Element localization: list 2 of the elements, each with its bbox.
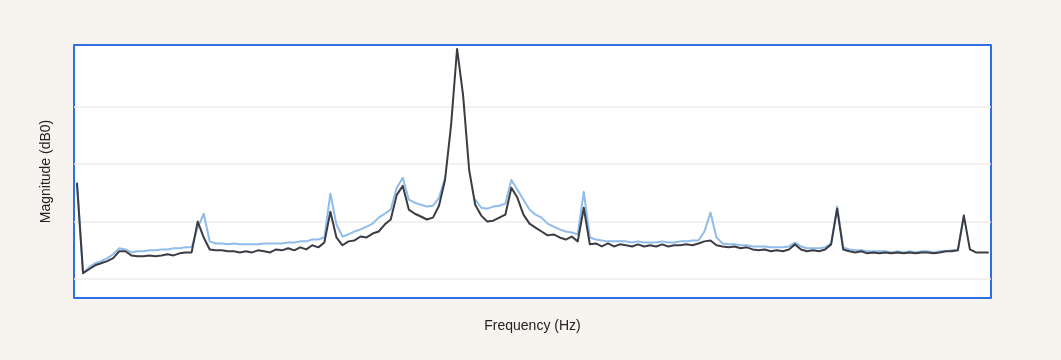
- x-axis-title: Frequency (Hz): [484, 317, 581, 333]
- y-axis-title: Magnitude (dB0): [37, 119, 53, 224]
